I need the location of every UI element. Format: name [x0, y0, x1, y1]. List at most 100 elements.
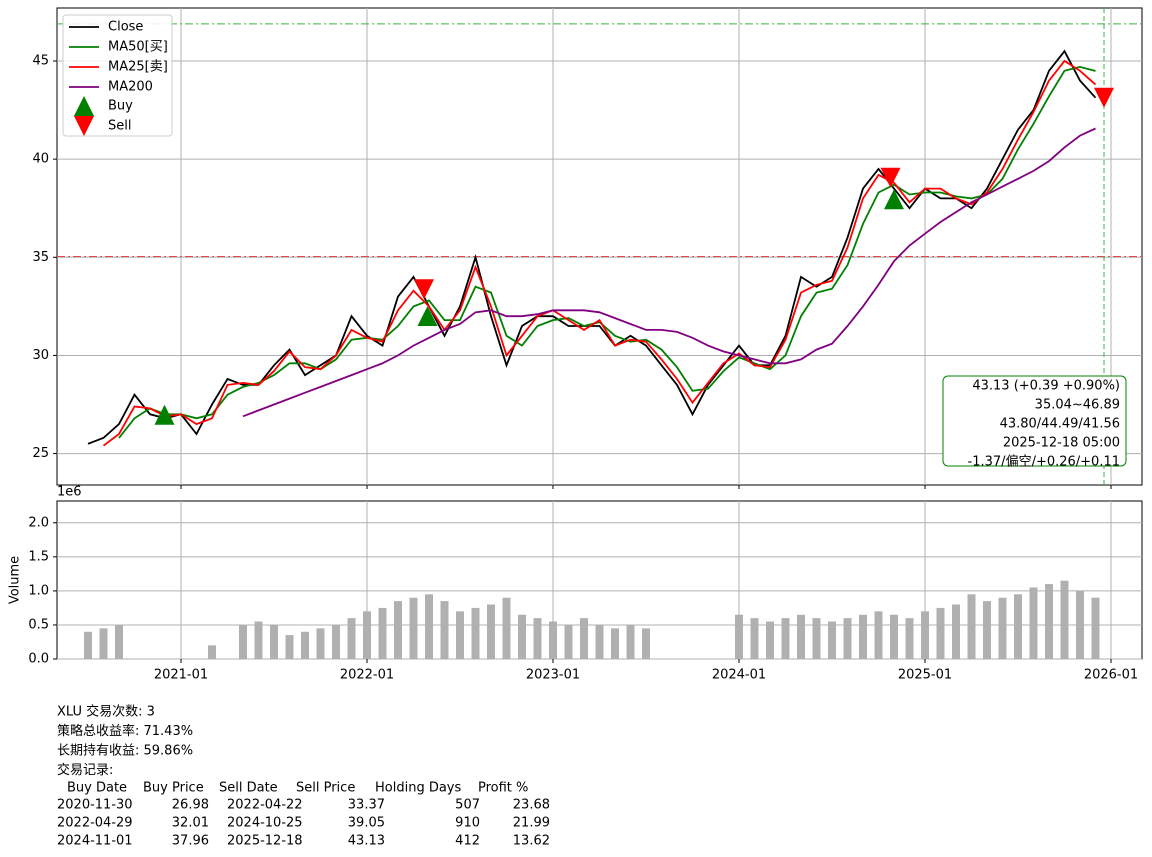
volume-bar: [440, 601, 449, 659]
annotation-text: 43.13 (+0.39 +0.90%): [972, 379, 1120, 394]
volume-bar: [595, 624, 604, 659]
x-tick-label: 2025-01: [898, 668, 952, 683]
table-cell: 32.01: [172, 816, 209, 831]
legend-label: Buy: [108, 99, 133, 114]
y-tick-label: 0.0: [28, 652, 49, 667]
volume-bar: [378, 607, 387, 659]
volume-bar: [456, 611, 464, 659]
annotation-box: [942, 375, 1127, 467]
table-cell: 43.13: [348, 834, 385, 849]
x-tick-label: 2022-01: [340, 668, 394, 683]
volume-bar: [611, 628, 619, 659]
table-cell: 23.68: [513, 798, 550, 813]
volume-bar: [471, 607, 480, 659]
annotation-text: 43.80/44.49/41.56: [1000, 417, 1120, 432]
legend-label: Sell: [108, 119, 131, 134]
buy-marker: [417, 305, 438, 326]
volume-bar: [409, 597, 418, 659]
table-cell: 2022-04-29: [57, 816, 133, 831]
volume-bar: [1060, 580, 1069, 659]
x-tick-label: 2024-01: [712, 668, 766, 683]
table-cell: 2020-11-30: [57, 798, 133, 813]
volume-bar: [502, 597, 511, 659]
volume-bar: [332, 624, 340, 659]
legend-label: MA200: [108, 80, 153, 95]
table-cell: 2025-12-18: [227, 834, 303, 849]
summary-line: XLU 交易次数: 3: [57, 704, 155, 720]
buy-marker: [884, 189, 904, 210]
offset-label: 1e6: [57, 485, 82, 500]
volume-bar: [921, 611, 929, 659]
volume-bar: [285, 635, 294, 659]
volume-bar: [239, 624, 247, 659]
sell-marker: [414, 279, 434, 300]
price-line: [242, 127, 1096, 418]
volume-bar: [84, 631, 92, 659]
annotation-text: 35.04~46.89: [1035, 398, 1120, 413]
volume-bar: [270, 624, 278, 659]
volume-bar: [301, 631, 309, 659]
table-cell: 13.62: [513, 834, 550, 849]
table-header: Buy Date: [67, 781, 127, 796]
price-line: [118, 65, 1096, 439]
volume-bar: [781, 618, 790, 659]
x-tick-label: 2021-01: [154, 668, 208, 683]
table-cell: 2024-11-01: [57, 834, 133, 849]
table-header: Sell Date: [219, 781, 278, 796]
volume-bar: [363, 611, 371, 659]
volume-bar: [533, 618, 542, 659]
legend-swatch: [74, 116, 94, 136]
legend-label: Close: [108, 20, 143, 35]
table-header: Buy Price: [143, 781, 204, 796]
table-cell: 33.37: [348, 798, 385, 813]
volume-bar: [812, 618, 821, 659]
volume-bar: [518, 614, 526, 659]
volume-bar: [254, 621, 263, 659]
legend-swatch: [74, 96, 94, 116]
table-cell: 21.99: [513, 816, 550, 831]
volume-bar: [1045, 584, 1053, 659]
volume-bar: [1091, 597, 1100, 659]
y-tick-label: 0.5: [28, 617, 49, 632]
table-cell: 910: [455, 816, 480, 831]
volume-bar: [208, 645, 216, 659]
volume-bar: [828, 621, 836, 659]
table-cell: 37.96: [172, 834, 209, 849]
volume-bar: [316, 628, 325, 659]
volume-bar: [1076, 590, 1084, 659]
volume-bar: [843, 618, 852, 659]
volume-bar: [487, 604, 495, 659]
y-tick-label: 2.0: [28, 515, 49, 530]
table-cell: 26.98: [172, 798, 209, 813]
volume-bar: [766, 621, 774, 659]
volume-bar: [890, 614, 898, 659]
summary-line: 长期持有收益: 59.86%: [57, 744, 193, 759]
y-tick-label: 35: [32, 250, 49, 265]
table-header: Sell Price: [296, 781, 355, 796]
y-tick-label: 1.5: [28, 549, 49, 564]
y-tick-label: 1.0: [28, 583, 49, 598]
annotation-text: 2025-12-18 05:00: [1003, 436, 1120, 451]
volume-bar: [874, 611, 883, 659]
buy-marker: [154, 404, 175, 425]
volume-bar: [750, 618, 759, 659]
volume-bar: [642, 628, 650, 659]
volume-bar: [580, 618, 588, 659]
volume-bar: [859, 614, 867, 659]
volume-bar: [998, 597, 1007, 659]
table-cell: 39.05: [348, 816, 385, 831]
volume-bar: [1029, 587, 1038, 659]
volume-bar: [626, 624, 635, 659]
table-cell: 2022-04-22: [227, 798, 303, 813]
annotation-text: -1.37/偏空/+0.26/+0.11: [968, 455, 1120, 470]
volume-bar: [549, 621, 557, 659]
volume-bar: [905, 618, 914, 659]
table-cell: 2024-10-25: [227, 816, 303, 831]
y-tick-label: 40: [32, 152, 49, 167]
sell-marker: [1094, 87, 1114, 108]
legend-box: [62, 14, 173, 137]
sell-marker: [880, 167, 901, 188]
y-axis-label: Volume: [8, 556, 23, 604]
y-tick-label: 45: [32, 54, 49, 69]
